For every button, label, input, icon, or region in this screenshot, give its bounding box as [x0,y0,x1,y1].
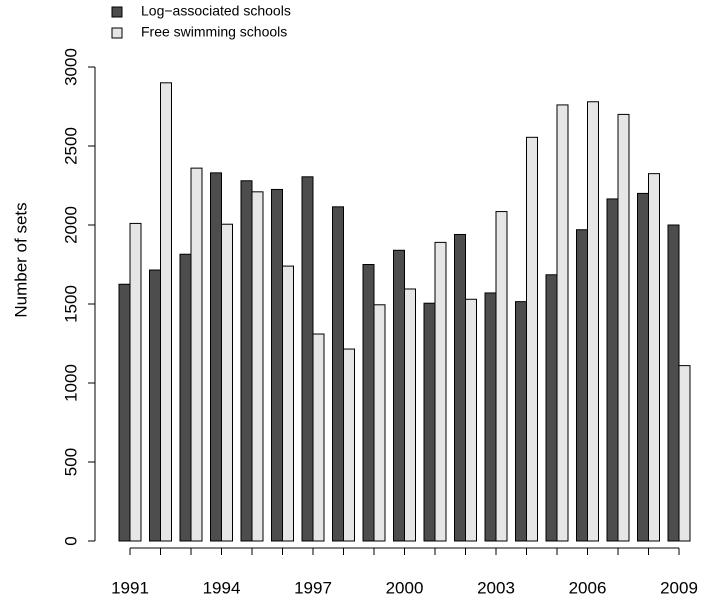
x-tick-label: 1991 [111,578,149,597]
bar [118,283,131,542]
bar [637,192,649,542]
bar [556,104,569,542]
bar [179,253,192,542]
bar [301,176,314,542]
x-tick-label: 2006 [569,578,607,597]
bar [240,180,253,542]
bar [149,269,161,542]
bar [648,173,660,542]
bar [190,167,203,542]
bar [271,188,283,542]
bar [576,229,588,542]
y-tick-label: 0 [61,536,80,545]
bar [617,113,630,542]
y-tick-label: 2000 [61,206,80,244]
bar [495,211,508,542]
bar [129,222,142,542]
bar [434,241,447,542]
y-tick-label: 3000 [61,48,80,86]
bar [210,172,222,542]
bar [484,292,497,542]
y-tick-label: 2500 [61,127,80,165]
bar [393,249,405,542]
bar [606,198,619,542]
y-tick-label: 1000 [61,364,80,402]
bar [282,265,294,542]
bar [160,82,172,542]
x-tick-label: 1994 [203,578,241,597]
y-tick-label: 1500 [61,285,80,323]
x-tick-label: 2009 [660,578,698,597]
legend-label: Free swimming schools [141,24,287,40]
bar [465,298,477,542]
bar [221,223,233,542]
x-tick-label: 2003 [477,578,515,597]
y-tick-label: 500 [61,448,80,476]
bar [373,304,386,542]
bar [362,264,375,542]
bar [404,288,416,542]
bar [678,365,691,542]
bar [587,101,599,542]
legend-swatch [111,6,123,18]
bar [526,136,538,542]
x-tick-label: 2000 [386,578,424,597]
bar [423,302,436,542]
bar [515,301,527,542]
bar [454,233,466,542]
bar [343,348,355,542]
bar [251,191,264,542]
bar [332,206,344,542]
bar [545,274,558,542]
legend-swatch [111,27,123,39]
bar [667,224,680,542]
y-axis-label: Number of sets [11,202,30,317]
x-tick-label: 1997 [294,578,332,597]
bar [312,333,325,542]
legend-label: Log−associated schools [141,3,291,19]
